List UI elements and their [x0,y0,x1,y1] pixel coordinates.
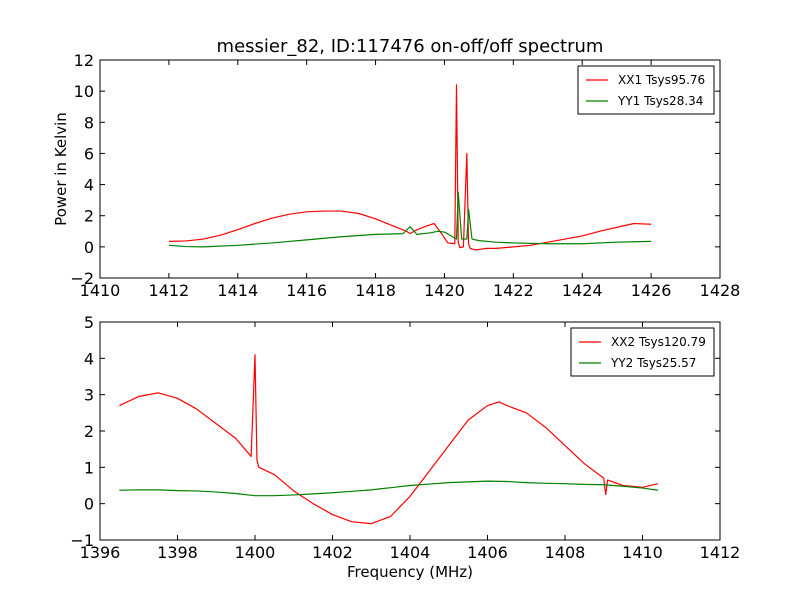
x-tick-label: 1406 [467,543,508,562]
series-line-1 [168,84,652,251]
y-tick-label: 1 [84,458,94,477]
x-tick-label: 1408 [545,543,586,562]
x-tick-label: 1400 [235,543,276,562]
legend-box [577,65,715,115]
y-tick-label: 2 [84,207,94,226]
legend-label: YY1 Tsys28.34 [617,94,703,108]
x-tick-label: 1412 [700,543,741,562]
chart-title: messier_82, ID:117476 on-off/off spectru… [217,36,604,57]
series-line-1 [119,354,659,525]
y-tick-label: 6 [84,144,94,163]
legend: XX2 Tsys120.79 YY2 Tsys25.57 [570,327,715,377]
x-tick-label: 1426 [631,281,672,300]
y-tick-label: 10 [74,82,94,101]
y-axis-label: Power in Kelvin [52,112,70,226]
y-tick-label: −2 [70,269,94,288]
x-tick-label: 1414 [217,281,258,300]
legend-box [570,327,715,377]
x-tick-label: 1416 [286,281,327,300]
x-tick-label: 1398 [157,543,198,562]
y-tick-label: 4 [84,349,94,368]
series-group [168,84,652,251]
x-tick-label: 1404 [390,543,431,562]
x-tick-label: 1420 [424,281,465,300]
legend: XX1 Tsys95.76 YY1 Tsys28.34 [577,65,715,115]
x-tick-label: 1412 [149,281,190,300]
x-axis-label: Frequency (MHz) [347,563,473,581]
bottom-panel: 1396 1398 1400 1402 1404 1406 1408 1410 1412 −1 0 1… [70,313,740,581]
y-tick-label: 2 [84,422,94,441]
top-panel: 1410 1412 1414 1416 1418 1420 1422 1424 1426 1428… [52,51,740,300]
plot-frame [99,59,721,279]
y-tick-label: 3 [84,386,94,405]
x-tick-label: 1418 [355,281,396,300]
x-tick-label: 1424 [562,281,603,300]
y-tick-label: 4 [84,176,94,195]
y-tick-label: 5 [84,313,94,332]
y-tick-label: 0 [84,238,94,257]
legend-label: XX2 Tsys120.79 [611,335,706,349]
series-line-2 [168,191,652,248]
x-tick-label: 1428 [700,281,741,300]
x-tick-label: 1422 [493,281,534,300]
x-tick-label: 1402 [312,543,353,562]
x-tick-label: 1396 [80,543,121,562]
y-tick-label: 12 [74,51,94,70]
legend-label: YY2 Tsys25.57 [610,356,696,370]
y-tick-label: −1 [70,531,94,550]
y-tick-label: 0 [84,495,94,514]
x-tick-label: 1410 [622,543,663,562]
y-tick-label: 8 [84,113,94,132]
series-line-2 [119,480,659,497]
series-group [119,354,659,525]
x-tick-label: 1410 [80,281,121,300]
legend-label: XX1 Tsys95.76 [618,73,705,87]
